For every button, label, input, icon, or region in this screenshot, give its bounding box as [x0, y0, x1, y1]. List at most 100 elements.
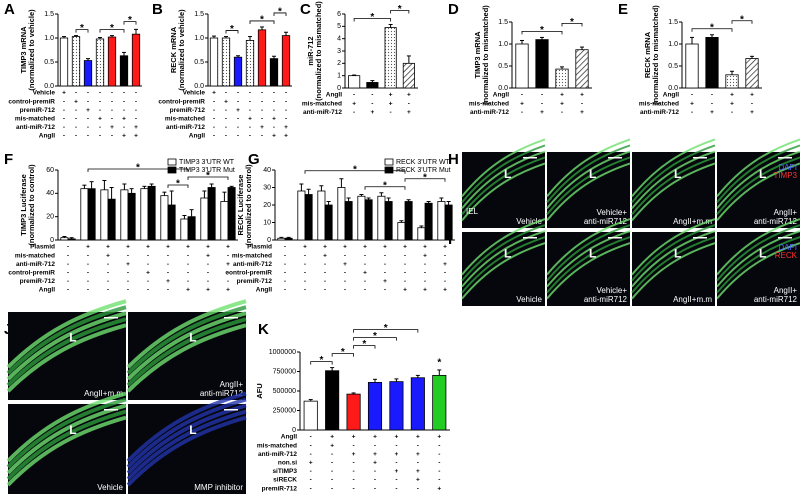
- condition-mark: +: [272, 116, 276, 123]
- condition-mark: -: [147, 278, 149, 285]
- y-tick-label: 500000: [273, 388, 296, 395]
- condition-mark: -: [87, 252, 89, 259]
- condition-mark: -: [711, 100, 713, 107]
- chart-k: K 0 250000 500000 750000 1000000 AFU * * * * * * AngI…: [255, 321, 450, 492]
- bar: [346, 393, 361, 431]
- annotation: IEL: [466, 207, 479, 216]
- bar: [257, 29, 267, 87]
- condition-label: Vehicle: [33, 90, 56, 97]
- stain-legend: DAPI: [778, 163, 797, 172]
- significance-bracket: [249, 20, 275, 24]
- bar: [281, 35, 291, 87]
- condition-mark: -: [352, 477, 354, 484]
- significance-bracket: [404, 178, 446, 182]
- condition-mark: -: [273, 107, 275, 114]
- significance-bracket: [99, 29, 125, 33]
- y-axis-label: RECK Luciferase: [236, 175, 245, 236]
- condition-mark: -: [87, 124, 89, 131]
- condition-mark: +: [284, 133, 288, 140]
- condition-mark: -: [227, 252, 229, 259]
- condition-mark: -: [99, 133, 101, 140]
- condition-mark: -: [371, 100, 373, 107]
- condition-mark: +: [226, 287, 230, 294]
- bar: [410, 377, 425, 431]
- significance-bracket: [521, 31, 563, 35]
- y-tick-label: 1.5: [498, 19, 508, 26]
- panel-letter: E: [618, 1, 628, 18]
- bar: [207, 187, 216, 241]
- scale-bar: [104, 317, 118, 319]
- condition-mark: -: [304, 270, 306, 277]
- y-tick-label: 0.0: [668, 85, 678, 92]
- condition-mark: -: [364, 278, 366, 285]
- condition-label: anti-miR-712: [470, 109, 509, 116]
- condition-mark: -: [207, 270, 209, 277]
- condition-mark: -: [285, 116, 287, 123]
- condition-label: anti-miR-712: [258, 451, 297, 458]
- caption: Vehicle: [516, 217, 542, 226]
- condition-label: AngII: [326, 92, 342, 99]
- significance-star: *: [278, 7, 282, 18]
- condition-mark: -: [374, 468, 376, 475]
- y-tick-label: 40: [46, 190, 54, 197]
- tissue-layer: [546, 218, 631, 276]
- bar: [348, 75, 361, 89]
- tissue-layer: [6, 317, 127, 387]
- caption: anti-miR712: [200, 389, 244, 398]
- tissue-layer: [546, 224, 631, 282]
- condition-mark: -: [237, 116, 239, 123]
- condition-mark: +: [690, 100, 694, 107]
- condition-mark: -: [75, 90, 77, 97]
- bar: [87, 188, 96, 241]
- condition-mark: -: [408, 100, 410, 107]
- condition-mark: +: [383, 278, 387, 285]
- condition-mark: -: [225, 116, 227, 123]
- condition-mark: -: [187, 252, 189, 259]
- tissue-layer: [716, 218, 800, 276]
- condition-mark: -: [135, 116, 137, 123]
- lumen-label: L: [759, 246, 766, 260]
- condition-mark: +: [407, 109, 411, 116]
- bar: [417, 227, 426, 241]
- bar: [324, 204, 333, 241]
- condition-mark: +: [166, 244, 170, 251]
- condition-mark: -: [67, 244, 69, 251]
- condition-mark: +: [710, 109, 714, 116]
- condition-mark: -: [63, 107, 65, 114]
- condition-mark: +: [330, 434, 334, 441]
- panel-letter: F: [4, 151, 13, 168]
- condition-mark: +: [126, 244, 130, 251]
- condition-label: AngII: [39, 287, 55, 294]
- condition-mark: -: [331, 451, 333, 458]
- significance-star: *: [383, 180, 387, 191]
- condition-mark: +: [750, 109, 754, 116]
- condition-mark: -: [63, 133, 65, 140]
- condition-mark: -: [331, 468, 333, 475]
- lumen-label: L: [189, 423, 196, 437]
- bar: [366, 82, 379, 89]
- bar: [384, 27, 397, 89]
- condition-mark: +: [106, 252, 110, 259]
- condition-mark: +: [206, 244, 210, 251]
- condition-mark: +: [363, 244, 367, 251]
- condition-mark: +: [580, 92, 584, 99]
- caption: anti-miR712: [584, 295, 628, 304]
- significance-star: *: [110, 23, 114, 34]
- condition-mark: -: [111, 90, 113, 97]
- condition-mark: -: [127, 270, 129, 277]
- condition-mark: -: [127, 287, 129, 294]
- condition-mark: +: [373, 460, 377, 467]
- condition-mark: +: [122, 116, 126, 123]
- y-tick-label: 1: [337, 73, 341, 80]
- y-tick-label: 250000: [273, 407, 296, 414]
- condition-mark: +: [110, 124, 114, 131]
- condition-mark: -: [111, 116, 113, 123]
- condition-mark: -: [384, 252, 386, 259]
- condition-mark: +: [395, 434, 399, 441]
- condition-mark: -: [87, 98, 89, 105]
- tissue-layer: [461, 156, 546, 216]
- condition-mark: -: [581, 100, 583, 107]
- condition-label: AngII: [281, 434, 297, 441]
- caption: AngII+: [220, 380, 244, 389]
- condition-mark: -: [285, 90, 287, 97]
